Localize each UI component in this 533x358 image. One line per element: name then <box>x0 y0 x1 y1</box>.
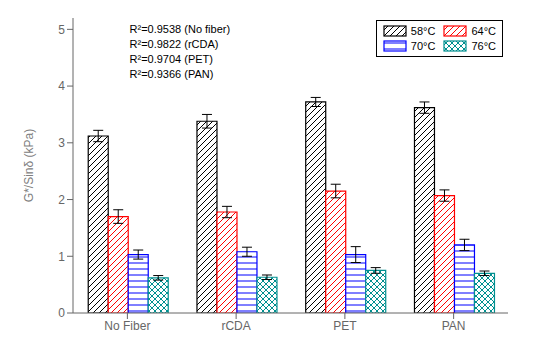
html-text:R²=0.9822 (rCDA): R²=0.9822 (rCDA) <box>129 38 219 50</box>
svg-text:PET: PET <box>333 319 357 333</box>
html-text:76°C: 76°C <box>471 40 496 52</box>
html-text:R²=0.9538 (No fiber): R²=0.9538 (No fiber) <box>129 23 231 35</box>
svg-text:3: 3 <box>58 136 65 150</box>
html-text:R²=0.9366 (PAN): R²=0.9366 (PAN) <box>129 68 214 80</box>
html-text:R²=0.9704 (PET): R²=0.9704 (PET) <box>129 53 213 65</box>
html-text:64°C: 64°C <box>471 25 496 37</box>
svg-text:G*/Sinδ (kPa): G*/Sinδ (kPa) <box>22 129 36 202</box>
svg-text:4: 4 <box>58 79 65 93</box>
svg-text:rCDA: rCDA <box>221 319 250 333</box>
svg-text:1: 1 <box>58 250 65 264</box>
svg-text:5: 5 <box>58 23 65 37</box>
svg-text:PAN: PAN <box>442 319 466 333</box>
svg-text:2: 2 <box>58 193 65 207</box>
svg-text:No Fiber: No Fiber <box>104 319 150 333</box>
svg-text:0: 0 <box>58 306 65 320</box>
html-text:58°C: 58°C <box>410 25 436 37</box>
html-text:70°C: 70°C <box>410 40 436 52</box>
